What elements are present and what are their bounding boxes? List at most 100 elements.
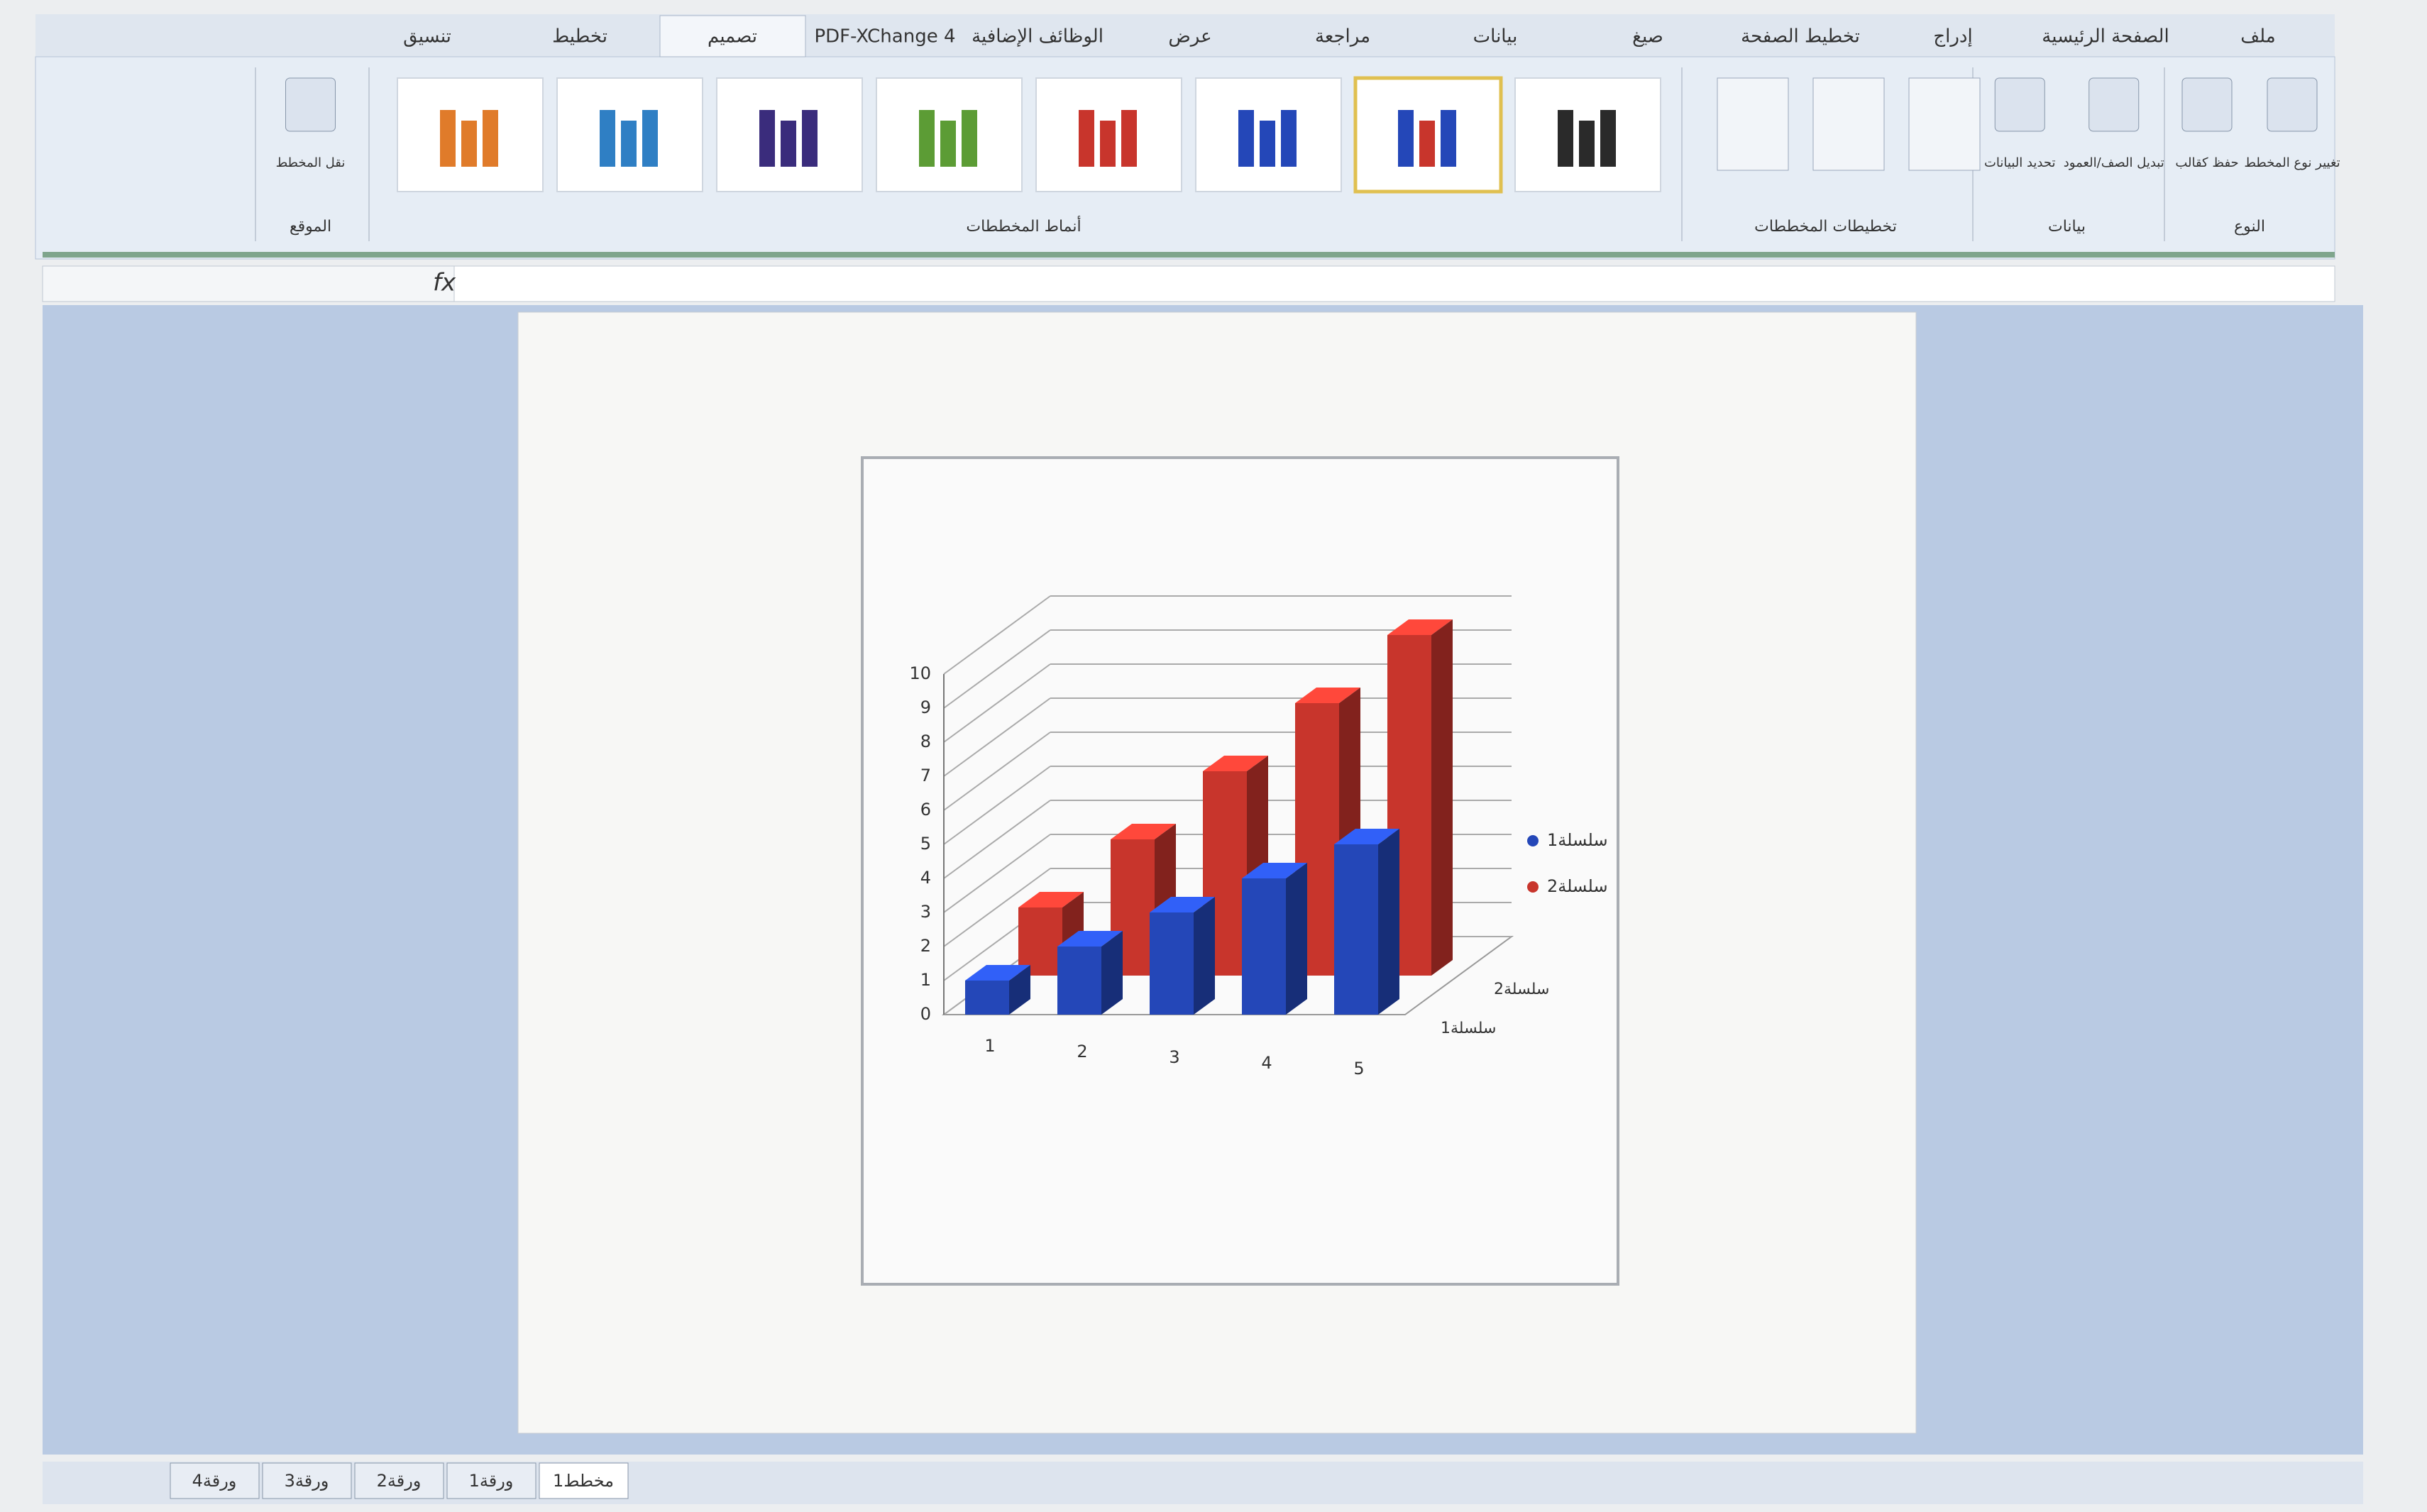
style-bar [1281,110,1297,167]
style-bar [642,110,658,167]
sheet-tab-label: ورقة2 [377,1471,422,1491]
ribbon-button-icon[interactable] [286,78,336,131]
ribbon-button-icon[interactable] [1995,78,2044,131]
style-bar [1600,110,1616,167]
bar-side [1378,829,1399,1015]
ribbon-tab[interactable]: الوظائف الإضافية [972,26,1104,48]
style-bar [1398,110,1414,167]
y-tick-label: 6 [920,800,931,820]
ribbon-button-icon[interactable] [2089,78,2139,131]
ribbon-tab[interactable]: تخطيط الصفحة [1741,26,1860,48]
ribbon-button-icon[interactable] [2267,78,2317,131]
legend-marker [1527,881,1539,893]
excel-window: fx ملف الصفحة الرئيسية إدراج تخطيط الصفحة صي… [0,0,2427,1512]
style-bar [1100,121,1116,167]
style-bar [440,110,456,167]
style-bar [483,110,498,167]
ribbon-button-label: تبديل الصف/العمود [2064,155,2164,170]
bar-front [1334,844,1378,1015]
fx-label: fx [433,269,456,297]
bar [1057,931,1123,1015]
bar-side [1194,897,1215,1015]
ribbon-button-label: تحديد البيانات [1984,155,2056,170]
bar-front [1057,947,1101,1015]
legend-label: سلسلة2 [1547,876,1608,896]
x-tick-label: 5 [1353,1059,1364,1078]
ribbon-tab[interactable]: إدراج [1933,26,1972,48]
style-bar [1238,110,1254,167]
depth-label: سلسلة2 [1494,981,1549,998]
style-bar [1079,110,1094,167]
ribbon-button-label: حفظ كقالب [2175,155,2238,170]
style-bar [1579,121,1595,167]
group-name: الموقع [290,218,331,236]
ribbon-button-icon[interactable] [2182,78,2232,131]
ribbon-tab[interactable]: صيغ [1632,26,1663,48]
ribbon-tab[interactable]: ملف [2240,26,2275,48]
style-bar [1260,121,1275,167]
x-tick-label: 2 [1077,1042,1087,1061]
ribbon-tab[interactable]: عرض [1168,26,1211,48]
style-bar [461,121,477,167]
x-tick-label: 3 [1169,1047,1179,1067]
ribbon-button-label: نقل المخطط [276,155,346,170]
style-bar [1419,121,1435,167]
y-tick-label: 10 [909,663,931,683]
style-bar [1441,110,1456,167]
y-tick-label: 0 [920,1004,931,1024]
sheet-tab-label: ورقة3 [285,1471,329,1491]
ribbon-tab[interactable]: الصفحة الرئيسية [2042,26,2169,48]
style-bar [1558,110,1573,167]
y-tick-label: 8 [920,732,931,751]
y-tick-label: 9 [920,697,931,717]
group-name: أنماط المخططات [966,216,1081,236]
sheet-tab-label: مخطط1 [553,1471,614,1491]
ribbon-border [43,252,2335,258]
ribbon-tab[interactable]: تصميم [708,26,757,48]
y-tick-label: 7 [920,766,931,785]
group-name: تخطيطات المخططات [1754,218,1897,236]
style-bar [962,110,977,167]
group-name: بيانات [2048,218,2086,236]
sheet-tab-label: ورقة1 [469,1471,514,1491]
y-tick-label: 3 [920,902,931,922]
bar [1242,863,1307,1015]
ribbon-button-label: تغيير نوع المخطط [2244,155,2340,170]
style-bar [759,110,775,167]
y-tick-label: 4 [920,868,931,888]
bar-front [1242,878,1286,1015]
style-bar [940,121,956,167]
bar-front [1150,912,1194,1015]
legend-marker [1527,835,1539,846]
group-name: النوع [2234,218,2265,236]
sheet-tab-label: ورقة4 [192,1471,237,1491]
depth-label: سلسلة1 [1441,1020,1496,1037]
y-tick-label: 2 [920,936,931,956]
style-bar [1121,110,1137,167]
style-bar [802,110,818,167]
style-bar [621,121,637,167]
x-tick-label: 1 [984,1036,995,1056]
ribbon-tab[interactable]: مراجعة [1315,26,1370,48]
bar [1334,829,1399,1015]
ribbon-tab[interactable]: بيانات [1473,26,1518,48]
y-tick-label: 5 [920,834,931,854]
style-bar [781,121,796,167]
legend-label: سلسلة1 [1547,830,1608,850]
chart-layout-thumb[interactable] [1813,78,1884,170]
ribbon-tab[interactable]: PDF-XChange 4 [814,26,955,48]
name-box[interactable] [43,266,454,302]
style-bar [600,110,615,167]
bar-side [1431,619,1453,976]
page: fx ملف الصفحة الرئيسية إدراج تخطيط الصفحة صي… [0,0,2427,1512]
y-tick-label: 1 [920,970,931,990]
ribbon-tab[interactable]: تخطيط [552,26,607,48]
bar-side [1286,863,1307,1015]
x-tick-label: 4 [1261,1053,1272,1073]
chart-layout-thumb[interactable] [1909,78,1980,170]
bar [1150,897,1215,1015]
style-bar [919,110,935,167]
chart-layout-thumb[interactable] [1717,78,1788,170]
ribbon-tab[interactable]: تنسيق [403,26,451,48]
bar-front [965,981,1009,1015]
